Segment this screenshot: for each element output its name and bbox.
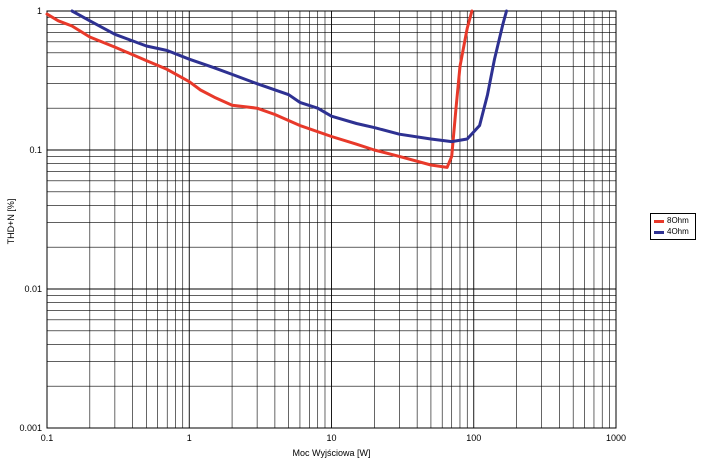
y-axis-title: THD+N [%] <box>6 199 16 245</box>
x-tick-labels: 0.1 1 10 100 1000 <box>41 433 626 443</box>
series-line-4ohm <box>70 9 508 144</box>
y-tick-label: 0.01 <box>24 284 42 294</box>
legend-swatch-4ohm <box>654 231 664 234</box>
y-tick-label: 1 <box>37 6 42 16</box>
y-tick-label: 0.001 <box>19 423 42 433</box>
x-axis-title: Moc Wyjściowa [W] <box>293 448 371 458</box>
y-tick-labels: 0.001 0.01 0.1 1 <box>19 6 42 433</box>
legend-label-8ohm: 8Ohm <box>667 216 689 225</box>
plot-frame <box>46 10 617 429</box>
legend-swatch-8ohm <box>654 220 664 223</box>
series-line-8ohm <box>45 9 474 169</box>
series-layer <box>45 9 508 169</box>
x-tick-label: 10 <box>326 433 336 443</box>
x-tick-label: 1 <box>187 433 192 443</box>
legend: 8Ohm 4Ohm <box>650 213 696 240</box>
x-tick-label: 100 <box>466 433 481 443</box>
legend-label-4ohm: 4Ohm <box>667 227 689 236</box>
y-tick-label: 0.1 <box>29 145 42 155</box>
grid-lines <box>46 11 616 429</box>
x-tick-label: 0.1 <box>41 433 54 443</box>
x-tick-label: 1000 <box>606 433 626 443</box>
